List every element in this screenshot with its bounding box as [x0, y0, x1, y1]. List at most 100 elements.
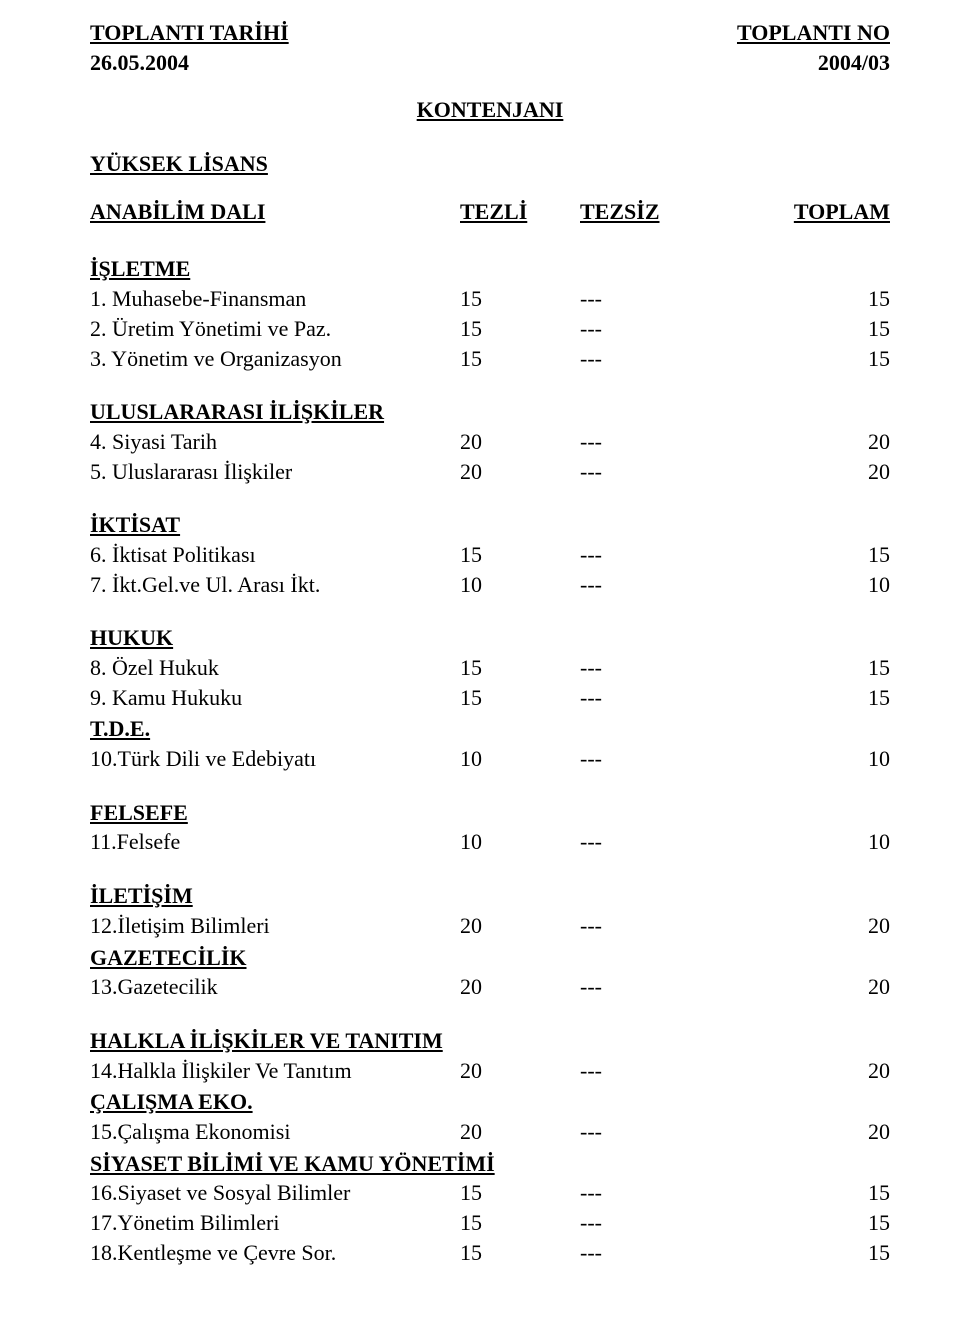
row-tezli: 15: [460, 344, 580, 374]
group-title: T.D.E.: [90, 714, 890, 744]
table-row: 1. Muhasebe-Finansman15---15: [90, 284, 890, 314]
row-toplam: 15: [730, 314, 890, 344]
table-row: 17.Yönetim Bilimleri15---15: [90, 1208, 890, 1238]
row-tezsiz: ---: [580, 427, 730, 457]
row-tezli: 15: [460, 683, 580, 713]
group-title: FELSEFE: [90, 798, 890, 828]
table-row: 4. Siyasi Tarih20---20: [90, 427, 890, 457]
row-tezli: 20: [460, 1117, 580, 1147]
row-toplam: 15: [730, 284, 890, 314]
row-label: 4. Siyasi Tarih: [90, 427, 460, 457]
row-tezli: 15: [460, 1238, 580, 1268]
row-tezli: 20: [460, 1056, 580, 1086]
group-title: İLETİŞİM: [90, 881, 890, 911]
row-tezli: 15: [460, 284, 580, 314]
table-row: 11.Felsefe10---10: [90, 827, 890, 857]
row-label: 13.Gazetecilik: [90, 972, 460, 1002]
spacer: [90, 599, 890, 621]
col-tezli: TEZLİ: [460, 197, 580, 227]
spacer: [90, 1002, 890, 1024]
row-tezsiz: ---: [580, 540, 730, 570]
row-tezsiz: ---: [580, 284, 730, 314]
group-title: İŞLETME: [90, 254, 890, 284]
row-tezsiz: ---: [580, 1178, 730, 1208]
header-left-value: 26.05.2004: [90, 48, 189, 78]
row-tezsiz: ---: [580, 1238, 730, 1268]
table-row: 10.Türk Dili ve Edebiyatı10---10: [90, 744, 890, 774]
row-toplam: 15: [730, 540, 890, 570]
row-tezli: 15: [460, 653, 580, 683]
row-tezsiz: ---: [580, 1117, 730, 1147]
row-toplam: 15: [730, 653, 890, 683]
group-title: ÇALIŞMA EKO.: [90, 1087, 890, 1117]
group-title: ULUSLARARASI İLİŞKİLER: [90, 397, 890, 427]
group-title: SİYASET BİLİMİ VE KAMU YÖNETİMİ: [90, 1149, 890, 1179]
table-row: 2. Üretim Yönetimi ve Paz.15---15: [90, 314, 890, 344]
column-headers: ANABİLİM DALI TEZLİ TEZSİZ TOPLAM: [90, 197, 890, 227]
row-tezsiz: ---: [580, 344, 730, 374]
table-row: 5. Uluslararası İlişkiler20---20: [90, 457, 890, 487]
spacer: [90, 774, 890, 796]
group-title: İKTİSAT: [90, 510, 890, 540]
group-title: HALKLA İLİŞKİLER VE TANITIM: [90, 1026, 890, 1056]
row-toplam: 15: [730, 1238, 890, 1268]
row-toplam: 15: [730, 1178, 890, 1208]
table-row: 6. İktisat Politikası15---15: [90, 540, 890, 570]
header-right-value: 2004/03: [818, 48, 890, 78]
row-toplam: 15: [730, 344, 890, 374]
table-row: 16.Siyaset ve Sosyal Bilimler15---15: [90, 1178, 890, 1208]
row-toplam: 20: [730, 457, 890, 487]
row-label: 7. İkt.Gel.ve Ul. Arası İkt.: [90, 570, 460, 600]
row-label: 6. İktisat Politikası: [90, 540, 460, 570]
row-tezli: 15: [460, 540, 580, 570]
col-toplam: TOPLAM: [730, 197, 890, 227]
top-header-values: 26.05.2004 2004/03: [90, 48, 890, 78]
row-tezsiz: ---: [580, 570, 730, 600]
table-row: 9. Kamu Hukuku15---15: [90, 683, 890, 713]
row-tezli: 10: [460, 570, 580, 600]
row-tezsiz: ---: [580, 827, 730, 857]
section-label: YÜKSEK LİSANS: [90, 149, 890, 179]
row-tezsiz: ---: [580, 911, 730, 941]
row-toplam: 20: [730, 427, 890, 457]
row-toplam: 20: [730, 972, 890, 1002]
row-label: 17.Yönetim Bilimleri: [90, 1208, 460, 1238]
row-tezsiz: ---: [580, 1056, 730, 1086]
row-toplam: 10: [730, 570, 890, 600]
row-label: 3. Yönetim ve Organizasyon: [90, 344, 460, 374]
row-toplam: 10: [730, 744, 890, 774]
row-tezsiz: ---: [580, 314, 730, 344]
row-tezsiz: ---: [580, 683, 730, 713]
center-title: KONTENJANI: [90, 95, 890, 125]
table-row: 12.İletişim Bilimleri20---20: [90, 911, 890, 941]
page: TOPLANTI TARİHİ TOPLANTI NO 26.05.2004 2…: [0, 0, 960, 1325]
row-label: 16.Siyaset ve Sosyal Bilimler: [90, 1178, 460, 1208]
col-anabilim: ANABİLİM DALI: [90, 197, 460, 227]
spacer: [90, 486, 890, 508]
row-toplam: 15: [730, 683, 890, 713]
row-label: 14.Halkla İlişkiler Ve Tanıtım: [90, 1056, 460, 1086]
row-tezli: 15: [460, 1208, 580, 1238]
row-tezsiz: ---: [580, 972, 730, 1002]
row-toplam: 20: [730, 1056, 890, 1086]
row-label: 8. Özel Hukuk: [90, 653, 460, 683]
table-row: 14.Halkla İlişkiler Ve Tanıtım20---20: [90, 1056, 890, 1086]
row-label: 5. Uluslararası İlişkiler: [90, 457, 460, 487]
row-label: 10.Türk Dili ve Edebiyatı: [90, 744, 460, 774]
row-tezli: 10: [460, 827, 580, 857]
row-label: 18.Kentleşme ve Çevre Sor.: [90, 1238, 460, 1268]
row-tezli: 20: [460, 911, 580, 941]
row-label: 11.Felsefe: [90, 827, 460, 857]
row-tezli: 20: [460, 457, 580, 487]
spacer: [90, 857, 890, 879]
row-toplam: 20: [730, 1117, 890, 1147]
group-title: GAZETECİLİK: [90, 943, 890, 973]
row-tezsiz: ---: [580, 457, 730, 487]
row-tezsiz: ---: [580, 744, 730, 774]
row-label: 12.İletişim Bilimleri: [90, 911, 460, 941]
header-right-label: TOPLANTI NO: [737, 18, 890, 48]
row-toplam: 20: [730, 911, 890, 941]
row-tezli: 20: [460, 972, 580, 1002]
row-label: 9. Kamu Hukuku: [90, 683, 460, 713]
table-row: 18.Kentleşme ve Çevre Sor.15---15: [90, 1238, 890, 1268]
